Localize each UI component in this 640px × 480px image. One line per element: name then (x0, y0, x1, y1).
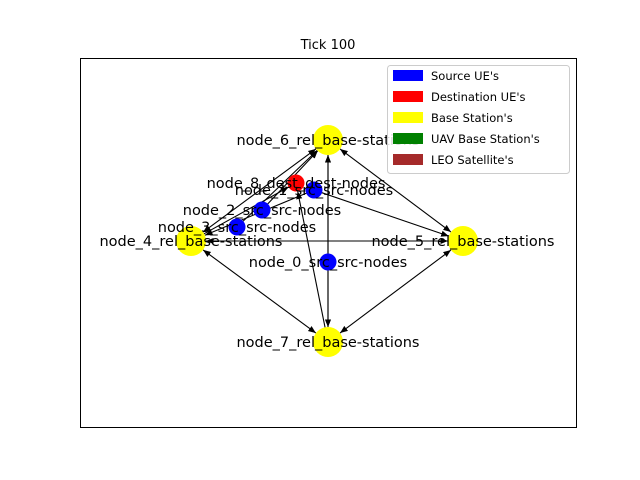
legend-label-4: LEO Satellite's (431, 153, 514, 167)
legend-box (387, 65, 570, 174)
edge-node_3-node_6 (238, 149, 318, 226)
legend-swatch-3 (393, 133, 423, 144)
legend-swatch-1 (393, 91, 423, 102)
plot-frame (80, 58, 577, 428)
node_5-label: node_5_rel_base-stations (371, 234, 554, 250)
node_2-marker (253, 201, 271, 219)
node_7-marker (313, 327, 343, 357)
legend-label-2: Base Station's (431, 111, 513, 125)
nodes-layer (176, 125, 478, 357)
node_7-label: node_7_rel_base-stations (236, 335, 419, 351)
edge-node_6-node_4 (202, 148, 317, 233)
edges-layer (194, 148, 452, 338)
node_3-marker (228, 218, 246, 236)
legend-label-3: UAV Base Station's (431, 132, 540, 146)
node_1-marker (305, 181, 323, 199)
node_6-label: node_6_rel_base-stations (236, 133, 419, 149)
legend-label-1: Destination UE's (431, 90, 525, 104)
labels-layer: node_6_rel_base-stations node_8_dest_dest… (99, 133, 554, 351)
node_8-marker (287, 174, 305, 192)
legend-swatch-0 (393, 70, 423, 81)
legend: Source UE's Destination UE's Base Station'… (387, 65, 570, 174)
edge-node_5-node_7 (339, 249, 452, 334)
legend-label-0: Source UE's (431, 69, 499, 83)
node_3-label: node_3_src_src-nodes (158, 220, 316, 236)
edge-node_4-node_8 (194, 186, 289, 240)
node_2-label: node_2_src_src-nodes (183, 203, 341, 219)
node_4-marker (176, 226, 206, 256)
node_4-label: node_4_rel_base-stations (99, 234, 282, 250)
edge-node_1-node_5 (316, 190, 449, 237)
figure-title: Tick 100 (300, 38, 356, 53)
node_8-label: node_8_dest_dest-nodes (207, 176, 386, 192)
edge-node_7-node_8 (296, 191, 328, 338)
legend-swatch-2 (393, 112, 423, 123)
node_5-marker (448, 226, 478, 256)
legend-swatch-4 (393, 154, 423, 165)
node_0-label: node_0_src_src-nodes (249, 255, 407, 271)
edge-node_4-node_7 (202, 249, 317, 334)
node_1-label: node_1_src_src-nodes (235, 183, 393, 199)
node_6-marker (313, 125, 343, 155)
edge-node_6-node_5 (339, 148, 452, 233)
node_0-marker (319, 253, 337, 271)
